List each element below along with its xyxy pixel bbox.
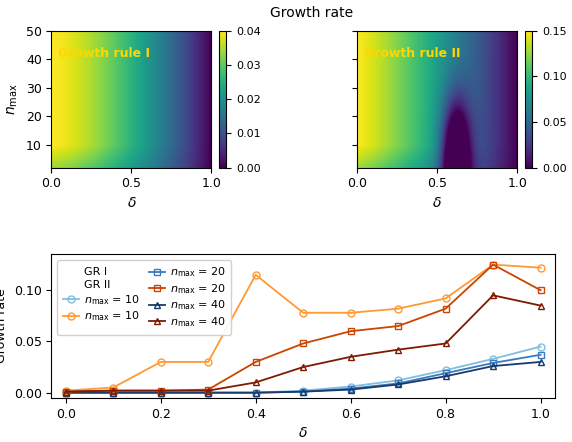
Text: Growth rule I: Growth rule I [58,47,150,60]
X-axis label: $\delta$: $\delta$ [298,426,308,440]
Legend: GR I, GR II, $n_{\mathrm{max}}$ = 10, $n_{\mathrm{max}}$ = 10, $n_{\mathrm{max}}: GR I, GR II, $n_{\mathrm{max}}$ = 10, $n… [57,260,232,335]
Y-axis label: Growth rate: Growth rate [0,289,8,363]
Text: Growth rate: Growth rate [270,6,353,20]
X-axis label: $\delta$: $\delta$ [126,196,136,210]
X-axis label: $\delta$: $\delta$ [432,196,442,210]
Y-axis label: $n_{\mathrm{max}}$: $n_{\mathrm{max}}$ [6,84,20,115]
Text: Growth rule II: Growth rule II [364,47,460,60]
